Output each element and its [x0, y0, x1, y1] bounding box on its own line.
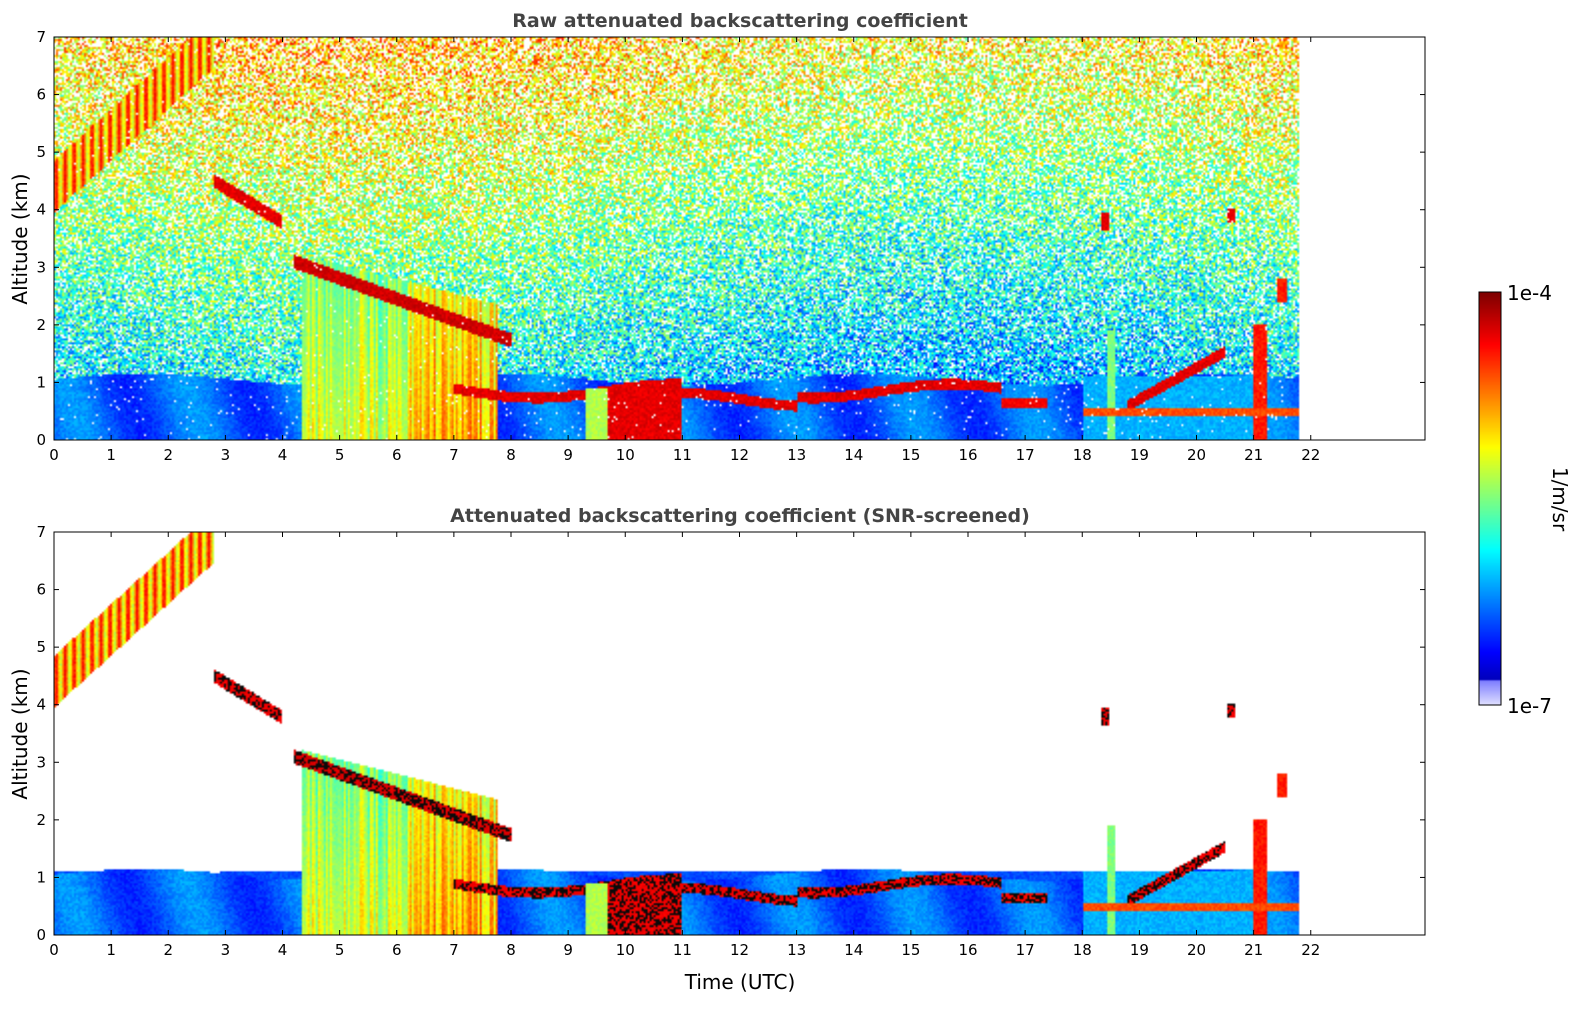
x-tick-label: 11: [673, 941, 692, 959]
x-tick-label: 16: [958, 446, 977, 464]
x-tick-label: 17: [1016, 941, 1035, 959]
x-tick-label: 10: [616, 941, 635, 959]
x-tick-label: 10: [616, 446, 635, 464]
y-tick-label: 5: [36, 143, 46, 161]
x-tick-label: 21: [1244, 446, 1263, 464]
panel-title-screened: Attenuated backscattering coefficient (S…: [450, 505, 1030, 527]
y-axis-label-raw: Altitude (km): [8, 173, 32, 304]
y-tick-label: 1: [36, 868, 46, 886]
x-tick-label: 13: [787, 446, 806, 464]
x-tick-label: 3: [221, 446, 231, 464]
panel-screened: Attenuated backscattering coefficient (S…: [8, 505, 1426, 994]
x-tick-label: 16: [958, 941, 977, 959]
x-tick-label: 18: [1073, 446, 1092, 464]
y-tick-label: 7: [36, 523, 46, 541]
x-ticks-raw: 0 1 2 3 4 5 6 7 8 9 10 11 12 13 14 15 16 17 18 19 20 21 22: [49, 37, 1320, 464]
y-ticks-screened: 0 1 2 3 4 5 6 7: [36, 523, 1425, 944]
colorbar-units-label: 1/m/sr: [1548, 467, 1572, 532]
x-tick-label: 14: [844, 446, 863, 464]
x-tick-label: 11: [673, 446, 692, 464]
x-tick-label: 13: [787, 941, 806, 959]
heatmap-raw: [54, 37, 1425, 440]
x-tick-label: 5: [335, 941, 345, 959]
x-tick-label: 21: [1244, 941, 1263, 959]
y-tick-label: 1: [36, 373, 46, 391]
heatmap-screened: [54, 532, 1425, 935]
x-tick-label: 12: [730, 446, 749, 464]
x-tick-label: 12: [730, 941, 749, 959]
x-tick-label: 1: [106, 941, 116, 959]
x-tick-label: 4: [278, 446, 288, 464]
x-tick-label: 17: [1016, 446, 1035, 464]
y-tick-label: 3: [36, 753, 46, 771]
x-tick-label: 7: [449, 446, 459, 464]
x-tick-label: 1: [106, 446, 116, 464]
x-tick-label: 19: [1130, 446, 1149, 464]
x-tick-label: 15: [901, 446, 920, 464]
colorbar: 1e-4 1e-7 1/m/sr: [1478, 281, 1572, 718]
panel-raw: Raw attenuated backscattering coefficien…: [8, 10, 1426, 464]
x-tick-label: 15: [901, 941, 920, 959]
x-ticks-screened: 0 1 2 3 4 5 6 7 8 9 10 11 12 13 14 15 16 17 18 19 20 21 22: [49, 532, 1320, 959]
y-tick-label: 2: [36, 811, 46, 829]
x-tick-label: 22: [1301, 446, 1320, 464]
colorbar-min-label: 1e-7: [1507, 694, 1552, 718]
colorbar-gradient: [1479, 292, 1501, 705]
y-tick-label: 5: [36, 638, 46, 656]
y-tick-label: 4: [36, 696, 46, 714]
x-tick-label: 6: [392, 941, 402, 959]
panel-title-raw: Raw attenuated backscattering coefficien…: [512, 10, 968, 32]
x-tick-label: 3: [221, 941, 231, 959]
y-tick-label: 6: [36, 581, 46, 599]
y-tick-label: 0: [36, 926, 46, 944]
y-tick-label: 6: [36, 86, 46, 104]
x-tick-label: 7: [449, 941, 459, 959]
y-ticks-raw: 0 1 2 3 4 5 6 7: [36, 28, 1425, 449]
y-axis-label-screened: Altitude (km): [8, 668, 32, 799]
x-tick-label: 20: [1187, 446, 1206, 464]
y-tick-label: 3: [36, 258, 46, 276]
x-tick-label: 2: [163, 446, 173, 464]
y-tick-label: 2: [36, 316, 46, 334]
x-tick-label: 19: [1130, 941, 1149, 959]
x-axis-label: Time (UTC): [684, 970, 796, 994]
x-tick-label: 6: [392, 446, 402, 464]
x-tick-label: 2: [163, 941, 173, 959]
colorbar-frame: [1478, 291, 1502, 706]
colorbar-max-label: 1e-4: [1507, 281, 1552, 305]
x-tick-label: 9: [563, 446, 573, 464]
x-tick-label: 0: [49, 446, 59, 464]
y-tick-label: 7: [36, 28, 46, 46]
x-tick-label: 8: [506, 446, 516, 464]
x-tick-label: 8: [506, 941, 516, 959]
y-tick-label: 0: [36, 431, 46, 449]
x-tick-label: 5: [335, 446, 345, 464]
x-tick-label: 4: [278, 941, 288, 959]
x-tick-label: 18: [1073, 941, 1092, 959]
x-tick-label: 22: [1301, 941, 1320, 959]
x-tick-label: 14: [844, 941, 863, 959]
y-tick-label: 4: [36, 201, 46, 219]
x-tick-label: 20: [1187, 941, 1206, 959]
x-tick-label: 9: [563, 941, 573, 959]
x-tick-label: 0: [49, 941, 59, 959]
